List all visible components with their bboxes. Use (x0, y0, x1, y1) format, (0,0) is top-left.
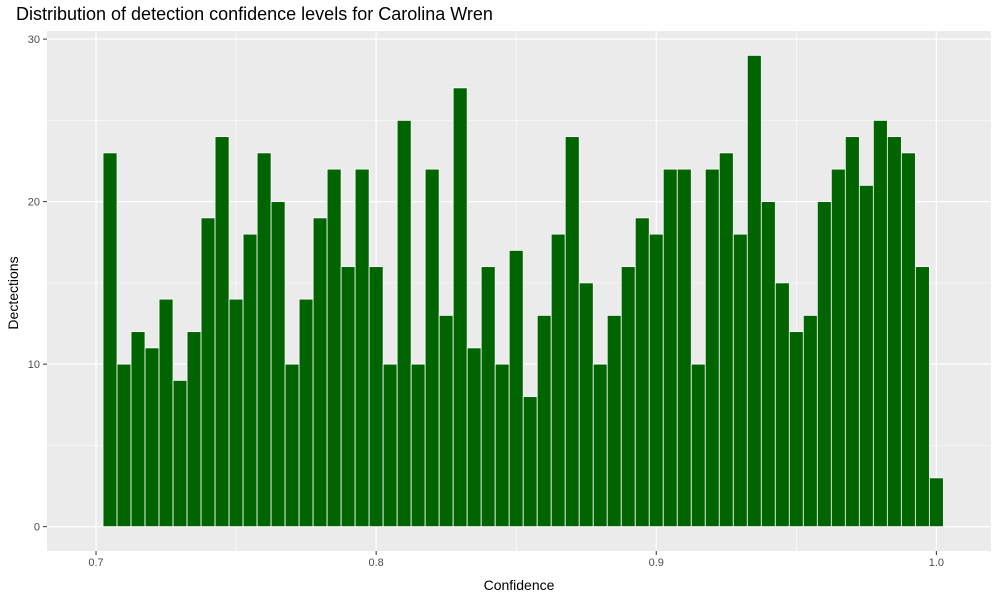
histogram-bar (410, 363, 426, 528)
histogram-bar (158, 298, 174, 528)
histogram-bar (172, 379, 188, 528)
histogram-bar (928, 477, 944, 528)
histogram-bar (144, 347, 160, 528)
histogram-bar (592, 363, 608, 528)
histogram-bar (774, 282, 790, 528)
histogram-bar (536, 314, 552, 528)
histogram-bar (634, 217, 650, 528)
histogram-bar (298, 298, 314, 528)
histogram-bar (354, 168, 370, 528)
histogram-bar (648, 233, 664, 528)
histogram-bar (284, 363, 300, 528)
x-tick-label: 1.0 (929, 557, 944, 569)
histogram-bar (858, 184, 874, 528)
histogram-bar (312, 217, 328, 528)
histogram-bar (242, 233, 258, 528)
y-axis-title: Dectections (5, 256, 21, 329)
histogram-bar (550, 233, 566, 528)
histogram-bar (438, 314, 454, 528)
histogram-bar (830, 168, 846, 528)
histogram-bar (200, 217, 216, 528)
histogram-bar (466, 347, 482, 528)
histogram-bar (914, 266, 930, 528)
histogram-bar (116, 363, 132, 528)
histogram-bar (494, 363, 510, 528)
histogram-bar (900, 152, 916, 528)
histogram-bar (620, 266, 636, 528)
histogram-bar (228, 298, 244, 528)
histogram-bar (256, 152, 272, 528)
x-tick-label: 0.7 (88, 557, 103, 569)
histogram-bar (760, 201, 776, 528)
histogram-bar (340, 266, 356, 528)
histogram-bar (788, 331, 804, 528)
y-tick-label: 0 (34, 522, 40, 534)
histogram-bar (564, 136, 580, 528)
histogram-bar (522, 396, 538, 528)
histogram-bar (844, 136, 860, 528)
y-tick-label: 30 (28, 34, 40, 46)
histogram-bar (480, 266, 496, 528)
histogram-bar (886, 136, 902, 528)
histogram-bar (802, 314, 818, 528)
x-axis-ticks: 0.7 0.8 0.9 1.0 (88, 551, 944, 569)
histogram-bar (368, 266, 384, 528)
y-axis-ticks: 0 10 20 30 (28, 34, 47, 534)
x-tick-label: 0.9 (649, 557, 664, 569)
histogram-bar (718, 152, 734, 528)
histogram-bar (186, 331, 202, 528)
histogram-bar (816, 201, 832, 528)
histogram-bar (270, 201, 286, 528)
histogram-bar (214, 136, 230, 528)
bars (102, 54, 944, 528)
y-tick-label: 10 (28, 359, 40, 371)
x-tick-label: 0.8 (368, 557, 383, 569)
histogram-bar (578, 282, 594, 528)
histogram-bar (382, 363, 398, 528)
histogram-bar (508, 249, 524, 528)
histogram-bar (732, 233, 748, 528)
histogram-bar (704, 168, 720, 528)
histogram-bar (676, 168, 692, 528)
histogram-bar (662, 168, 678, 528)
histogram-bar (690, 363, 706, 528)
histogram-bar (396, 119, 412, 528)
histogram-bar (606, 314, 622, 528)
histogram-bar (326, 168, 342, 528)
histogram-bar (452, 87, 468, 528)
histogram-bar (130, 331, 146, 528)
histogram-bar (102, 152, 118, 528)
chart-title: Distribution of detection confidence lev… (16, 4, 493, 24)
histogram-bar (746, 54, 762, 528)
x-axis-title: Confidence (484, 577, 555, 593)
histogram-bar (872, 119, 888, 528)
y-tick-label: 20 (28, 197, 40, 209)
histogram-bar (424, 168, 440, 528)
